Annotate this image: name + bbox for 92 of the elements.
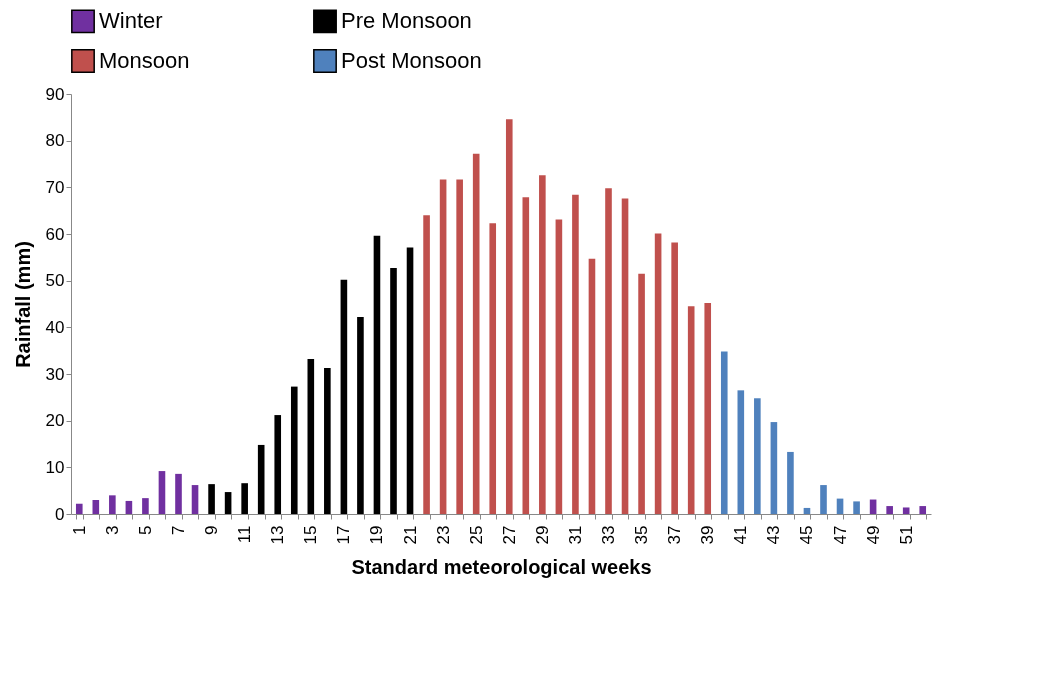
bar bbox=[373, 235, 381, 514]
x-tick-label: 7 bbox=[169, 525, 188, 535]
bar bbox=[390, 268, 397, 514]
bar bbox=[423, 215, 430, 514]
y-tick-label: 10 bbox=[45, 457, 65, 477]
bar bbox=[770, 422, 778, 514]
x-tick-label: 45 bbox=[797, 525, 817, 545]
x-tick-label: 9 bbox=[202, 525, 222, 535]
bar bbox=[257, 444, 265, 514]
bar bbox=[853, 501, 860, 514]
legend-label: Post Monsoon bbox=[341, 48, 482, 73]
bar bbox=[638, 273, 645, 514]
x-tick-label: 17 bbox=[334, 525, 354, 545]
y-tick-label: 90 bbox=[45, 84, 65, 104]
bar bbox=[357, 317, 364, 514]
bar bbox=[340, 279, 348, 514]
bar bbox=[588, 258, 596, 514]
y-tick-label: 0 bbox=[55, 504, 65, 524]
bar bbox=[75, 503, 83, 514]
bar bbox=[406, 247, 414, 514]
y-axis-title: Rainfall (mm) bbox=[11, 241, 34, 368]
x-tick-label: 5 bbox=[135, 525, 155, 535]
y-tick-label: 30 bbox=[45, 364, 65, 384]
bar bbox=[125, 500, 133, 514]
x-tick-label: 23 bbox=[433, 525, 453, 545]
y-tick-label: 60 bbox=[45, 224, 65, 244]
bar bbox=[902, 507, 910, 514]
bar bbox=[704, 303, 712, 514]
bar bbox=[803, 507, 811, 514]
x-axis-title: Standard meteorological weeks bbox=[351, 556, 652, 579]
x-tick-label: 33 bbox=[599, 525, 618, 545]
x-tick-label: 11 bbox=[235, 525, 255, 544]
x-tick-label: 1 bbox=[69, 525, 89, 535]
bar bbox=[737, 390, 745, 514]
legend-label: Winter bbox=[99, 8, 163, 34]
x-tick-label: 41 bbox=[731, 525, 751, 545]
bar bbox=[572, 194, 579, 514]
bar bbox=[191, 485, 199, 514]
y-tick-label: 40 bbox=[45, 317, 65, 337]
x-tick-label: 39 bbox=[698, 525, 718, 545]
bar bbox=[886, 506, 893, 514]
x-tick-label: 25 bbox=[466, 525, 486, 545]
x-tick-label: 31 bbox=[565, 525, 585, 545]
bar bbox=[439, 179, 447, 514]
x-tick-label: 29 bbox=[532, 525, 552, 545]
x-tick-label: 47 bbox=[830, 525, 850, 545]
bar bbox=[754, 398, 761, 514]
bar bbox=[324, 367, 331, 514]
x-tick-label: 49 bbox=[863, 525, 883, 545]
bar bbox=[489, 223, 497, 514]
legend-label: Pre Monsoon bbox=[341, 8, 472, 34]
x-tick-label: 19 bbox=[367, 525, 387, 545]
y-tick-label: 70 bbox=[45, 177, 65, 197]
x-tick-label: 13 bbox=[268, 525, 288, 545]
x-tick-label: 15 bbox=[301, 525, 321, 545]
x-tick-label: 51 bbox=[896, 525, 916, 545]
bar bbox=[92, 500, 100, 514]
bar bbox=[175, 473, 182, 514]
bar bbox=[919, 506, 927, 514]
bar bbox=[720, 351, 728, 514]
x-tick-label: 37 bbox=[665, 525, 685, 545]
x-tick-label: 35 bbox=[632, 525, 652, 545]
bar bbox=[671, 242, 678, 514]
y-tick-label: 20 bbox=[45, 411, 65, 431]
bar bbox=[472, 153, 480, 514]
bar bbox=[555, 219, 563, 514]
bar bbox=[241, 483, 248, 514]
y-tick-label: 80 bbox=[45, 131, 65, 151]
bar bbox=[456, 179, 463, 514]
bar bbox=[787, 451, 794, 514]
bar bbox=[208, 484, 215, 514]
legend-label: Monsoon bbox=[99, 48, 190, 73]
bar bbox=[142, 498, 149, 514]
bar bbox=[820, 485, 827, 514]
bar bbox=[687, 306, 695, 514]
x-tick-label: 21 bbox=[400, 525, 420, 545]
x-tick-label: 43 bbox=[764, 525, 784, 545]
bar bbox=[109, 495, 116, 514]
bar bbox=[290, 386, 298, 514]
bar bbox=[307, 359, 315, 514]
bar bbox=[274, 415, 282, 514]
bar bbox=[522, 197, 530, 514]
bar bbox=[654, 233, 662, 514]
bar bbox=[224, 492, 232, 514]
bar bbox=[505, 119, 513, 514]
y-tick-label: 50 bbox=[45, 271, 65, 291]
bar bbox=[621, 198, 629, 514]
bar bbox=[539, 175, 546, 514]
x-tick-label: 3 bbox=[102, 525, 122, 535]
bar bbox=[158, 471, 166, 514]
bar bbox=[605, 188, 612, 514]
x-tick-label: 27 bbox=[499, 525, 519, 545]
